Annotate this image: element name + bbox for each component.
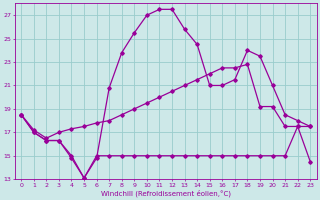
X-axis label: Windchill (Refroidissement éolien,°C): Windchill (Refroidissement éolien,°C)	[101, 189, 231, 197]
